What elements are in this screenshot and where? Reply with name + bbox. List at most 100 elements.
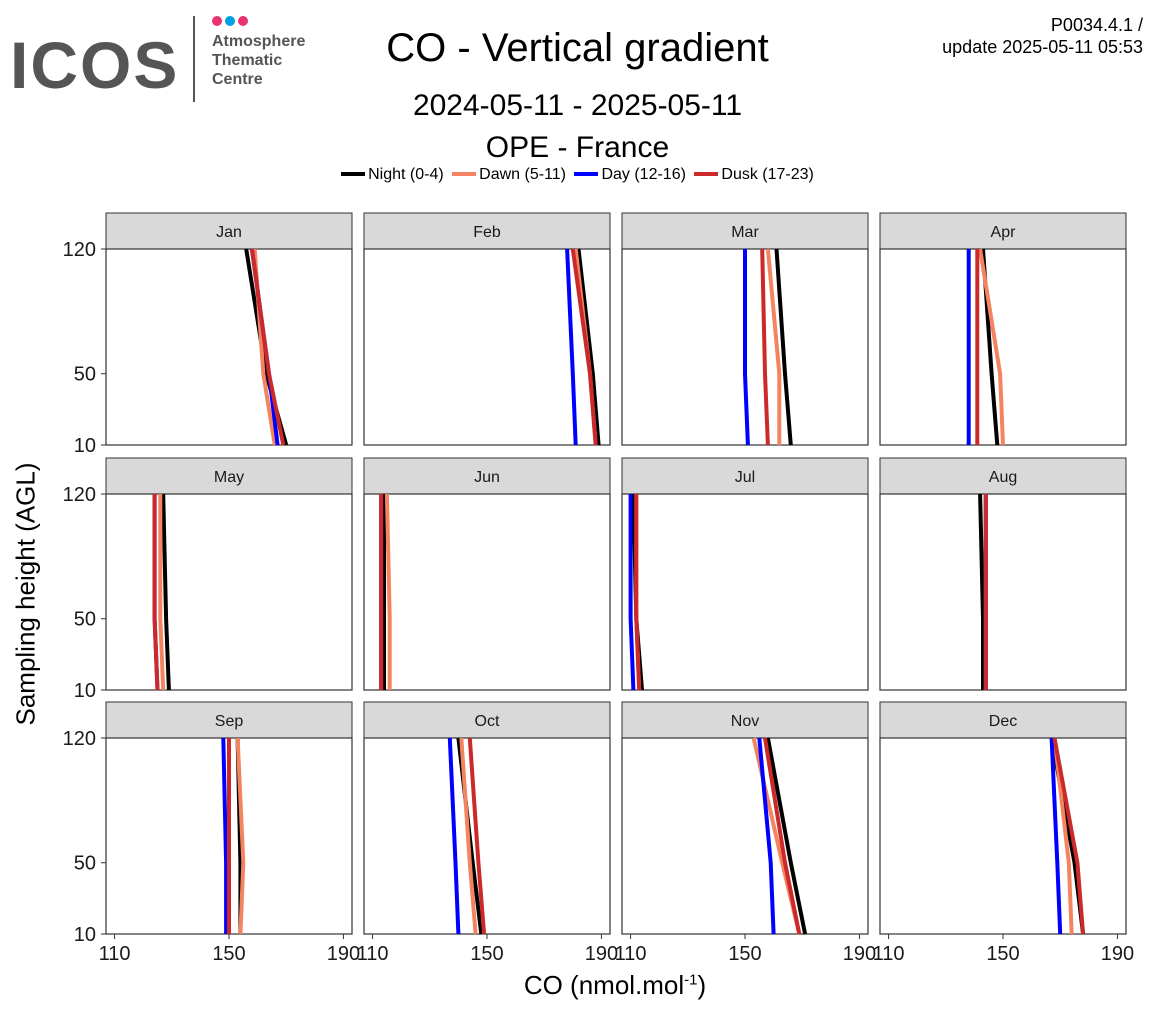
panel-frame-may xyxy=(105,493,353,691)
x-axis-label-suffix: ) xyxy=(697,970,707,1000)
facet-strip-jan xyxy=(105,212,353,250)
logo-subtitle-line-3: Centre xyxy=(212,71,263,88)
series-line-sep-dawn-5-11 xyxy=(235,737,246,935)
y-tick-label-3-10: 10 xyxy=(74,924,96,946)
series-line-jun-dawn-5-11 xyxy=(384,493,392,690)
series-line-mar-night-0-4 xyxy=(774,248,793,446)
legend-label-dawn: Dawn (5-11) xyxy=(479,166,566,183)
panel-frame-aug xyxy=(879,493,1127,691)
legend-swatch-night xyxy=(341,171,366,176)
logo-subtitle: Atmosphere Thematic Centre xyxy=(212,32,305,89)
series-line-dec-dusk-17-23 xyxy=(1052,737,1086,935)
series-line-nov-day-12-16 xyxy=(757,737,776,935)
panel-frame-nov xyxy=(621,737,869,935)
facet-label-oct: Oct xyxy=(475,713,500,730)
series-line-may-dawn-5-11 xyxy=(158,494,166,691)
facet-label-mar: Mar xyxy=(731,224,759,241)
facet-label-jun: Jun xyxy=(474,469,500,486)
facet-label-jan: Jan xyxy=(216,224,242,241)
x-tick-label-dec-110: 110 xyxy=(873,943,905,965)
series-line-may-dusk-17-23 xyxy=(152,494,160,691)
y-tick-label-2-10: 10 xyxy=(74,680,96,702)
logo-dots xyxy=(212,16,252,28)
x-tick-label-dec-150: 150 xyxy=(986,943,1019,965)
series-line-dec-dawn-5-11 xyxy=(1052,737,1074,935)
icos-logo: ICOS Atmosphere Thematic Centre xyxy=(10,14,330,106)
facet-strip-nov xyxy=(621,701,869,739)
facet-label-apr: Apr xyxy=(991,224,1017,241)
panel-frame-dec xyxy=(879,737,1127,935)
x-axis-label-main: CO (nmol.mol xyxy=(523,970,685,1000)
series-line-jul-dusk-17-23 xyxy=(634,494,642,691)
facet-label-feb: Feb xyxy=(473,224,501,241)
series-line-mar-dusk-17-23 xyxy=(760,248,770,446)
legend-item-day: Day (12-16) xyxy=(574,165,686,185)
facet-label-aug: Aug xyxy=(989,469,1017,486)
series-line-mar-day-12-16 xyxy=(743,249,750,446)
x-tick-label-oct-150: 150 xyxy=(470,943,503,965)
facet-strip-apr xyxy=(879,212,1127,250)
x-axis-label: CO (nmol.mol-1) xyxy=(0,970,1155,1001)
legend-item-night: Night (0-4) xyxy=(341,165,444,185)
series-line-jul-day-12-16 xyxy=(628,494,636,691)
facet-strip-may xyxy=(105,457,353,495)
series-line-apr-dawn-5-11 xyxy=(978,248,1005,446)
logo-wordmark: ICOS xyxy=(10,28,180,102)
facet-strip-oct xyxy=(363,701,611,739)
y-tick-label-2-120: 120 xyxy=(63,484,96,506)
facet-strip-feb xyxy=(363,212,611,250)
panel-frame-jun xyxy=(363,493,611,691)
x-tick-label-oct-110: 110 xyxy=(357,943,389,965)
legend-label-day: Day (12-16) xyxy=(601,166,686,183)
x-tick-label-sep-150: 150 xyxy=(212,943,245,965)
facet-strip-jun xyxy=(363,457,611,495)
y-tick-label-2-50: 50 xyxy=(74,609,96,631)
series-line-oct-day-12-16 xyxy=(447,737,461,935)
station-name: OPE - France xyxy=(485,131,670,164)
series-line-nov-dusk-17-23 xyxy=(763,737,802,935)
x-tick-label-oct-190: 190 xyxy=(585,943,618,965)
x-tick-label-nov-190: 190 xyxy=(843,943,876,965)
panel-frame-jul xyxy=(621,493,869,691)
legend-item-dawn: Dawn (5-11) xyxy=(452,165,566,185)
series-line-mar-dawn-5-11 xyxy=(765,248,782,445)
series-line-may-night-0-4 xyxy=(161,493,171,691)
x-tick-label-sep-190: 190 xyxy=(327,943,360,965)
facet-label-dec: Dec xyxy=(989,713,1017,730)
facet-label-sep: Sep xyxy=(215,713,244,730)
chart-legend: Night (0-4) Dawn (5-11) Day (12-16) Dusk… xyxy=(0,165,1155,185)
x-tick-label-dec-190: 190 xyxy=(1101,943,1134,965)
series-line-aug-night-0-4 xyxy=(978,493,985,690)
facet-label-nov: Nov xyxy=(731,713,759,730)
facet-label-jul: Jul xyxy=(735,469,755,486)
panel-frame-jan xyxy=(105,248,353,446)
y-tick-label-1-50: 50 xyxy=(74,364,96,386)
series-line-feb-day-12-16 xyxy=(565,248,578,446)
series-line-oct-dusk-17-23 xyxy=(467,737,487,935)
y-tick-label-1-120: 120 xyxy=(63,239,96,261)
logo-dot-2 xyxy=(225,16,235,26)
series-line-sep-day-12-16 xyxy=(221,737,229,934)
legend-item-dusk: Dusk (17-23) xyxy=(694,165,814,185)
series-line-nov-night-0-4 xyxy=(765,737,808,935)
logo-dot-1 xyxy=(212,16,222,26)
version-code: P0034.4.1 / xyxy=(1050,15,1143,35)
y-axis-label: Sampling height (AGL) xyxy=(10,462,41,726)
facet-label-may: May xyxy=(214,469,244,486)
update-timestamp: update 2025-05-11 05:53 xyxy=(942,37,1143,57)
legend-swatch-dawn xyxy=(452,171,477,176)
x-axis-label-superscript: -1 xyxy=(684,971,698,989)
logo-subtitle-line-2: Thematic xyxy=(212,52,283,69)
facet-strip-aug xyxy=(879,457,1127,495)
x-tick-label-nov-150: 150 xyxy=(728,943,761,965)
series-line-oct-dawn-5-11 xyxy=(459,737,478,935)
y-tick-label-3-120: 120 xyxy=(63,728,96,750)
y-tick-label-3-50: 50 xyxy=(74,853,96,875)
logo-divider xyxy=(193,16,195,102)
logo-dot-3 xyxy=(238,16,248,26)
series-line-feb-night-0-4 xyxy=(576,248,601,446)
date-range: 2024-05-11 - 2025-05-11 xyxy=(412,89,743,122)
panel-frame-oct xyxy=(363,737,611,935)
y-tick-label-1-10: 10 xyxy=(74,435,96,457)
series-line-dec-day-12-16 xyxy=(1049,737,1063,935)
